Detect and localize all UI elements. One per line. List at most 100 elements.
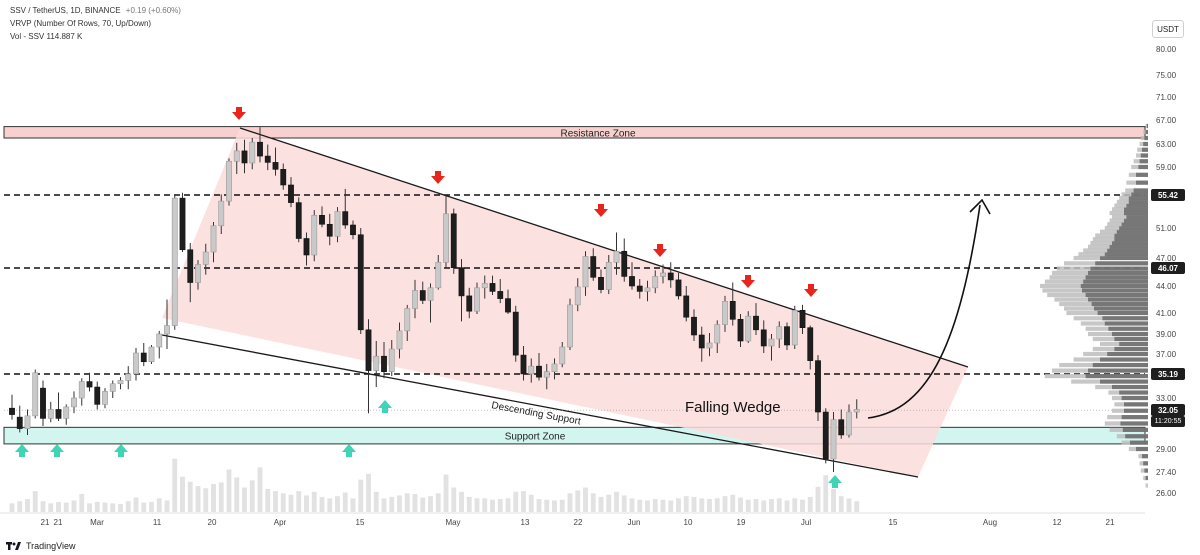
candle xyxy=(760,320,767,353)
volume-profile-row-up xyxy=(1142,454,1148,459)
price-tick-label: 71.00 xyxy=(1156,93,1177,102)
volume-bar xyxy=(25,499,30,512)
volume-profile-row-up xyxy=(1100,379,1148,384)
candle-body xyxy=(264,155,271,163)
volume-profile-row-up xyxy=(1107,248,1148,253)
candle-body xyxy=(636,285,643,292)
candle xyxy=(63,404,70,425)
resistance-touch-arrow-icon xyxy=(804,284,818,297)
volume-profile-row-up xyxy=(1094,306,1148,311)
volume-bar xyxy=(536,499,542,512)
volume-bar xyxy=(629,498,635,512)
volume-bar xyxy=(621,495,627,512)
candle-body xyxy=(71,397,77,408)
time-axis[interactable]: 21 21 Mar 11 20 Apr 15 May 13 22 Jun 10 19 Jul 15 Aug 12… xyxy=(41,518,1115,527)
volume-profile-row-up xyxy=(1097,310,1148,316)
support-touch-arrow-icon xyxy=(378,400,392,413)
currency-button[interactable]: USDT xyxy=(1152,20,1184,38)
candle xyxy=(768,334,775,361)
volume-profile-row-up xyxy=(1121,415,1148,420)
candle xyxy=(559,342,566,368)
volume-profile-row-up xyxy=(1144,468,1148,473)
candle-body xyxy=(288,184,294,203)
volume-bar xyxy=(528,494,534,512)
volume-bar xyxy=(559,499,565,512)
support-touch-arrow-icon xyxy=(342,444,356,457)
time-tick-label: 11 xyxy=(153,518,162,527)
price-axis[interactable]: 80.00 75.00 71.00 67.00 63.00 59.00 51.00 47.00… xyxy=(1156,45,1177,498)
volume-bar xyxy=(133,497,139,512)
volume-bar xyxy=(397,495,402,512)
volume-bar xyxy=(242,487,247,512)
volume-profile-row-up xyxy=(1121,395,1148,401)
candle xyxy=(660,264,666,284)
candle xyxy=(412,279,418,319)
candle xyxy=(280,163,287,190)
volume-bar xyxy=(358,479,364,512)
candle-body xyxy=(311,215,318,256)
candle xyxy=(753,303,759,335)
volume-profile-row-up xyxy=(1112,331,1148,337)
volume-profile-row-up xyxy=(1114,233,1148,238)
candle-body xyxy=(396,330,403,350)
volume-bar xyxy=(707,499,712,512)
volume-bar xyxy=(699,498,705,512)
candle-body xyxy=(652,276,659,289)
candle xyxy=(520,346,527,381)
price-tick-label: 63.00 xyxy=(1156,140,1177,149)
volume-bar xyxy=(575,490,581,512)
candle xyxy=(342,188,349,229)
candle xyxy=(450,208,457,274)
volume-bar xyxy=(459,491,464,512)
candle xyxy=(536,353,542,381)
volume-profile-row-up xyxy=(1116,229,1148,234)
tradingview-brand[interactable]: TradingView xyxy=(6,541,76,551)
time-tick-label: Apr xyxy=(274,518,287,527)
volume-bar xyxy=(722,496,728,512)
volume-bar xyxy=(614,491,619,512)
volume-bar xyxy=(567,493,573,512)
price-tick-label: 26.00 xyxy=(1156,489,1177,498)
volume-profile-row-up xyxy=(1143,461,1148,466)
volume-legend[interactable]: Vol - SSV 114.887 K xyxy=(10,32,83,41)
candle-body xyxy=(133,352,139,375)
time-tick-label: 20 xyxy=(208,518,217,527)
candle-body xyxy=(528,365,535,375)
symbol-legend[interactable]: SSV / TetherUS, 1D, BINANCE +0.19 (+0.60… xyxy=(10,6,181,15)
candle xyxy=(148,345,155,364)
volume-profile-row-up xyxy=(1142,147,1148,152)
candle xyxy=(784,322,790,350)
candle xyxy=(47,401,54,423)
candle-body xyxy=(272,162,279,170)
vrvp-legend[interactable]: VRVP (Number Of Rows, 70, Up/Down) xyxy=(10,19,152,28)
volume-bar xyxy=(102,502,108,512)
volume-bar xyxy=(831,488,836,512)
candle-body xyxy=(280,169,287,186)
candle xyxy=(264,144,271,171)
tradingview-label: TradingView xyxy=(26,541,76,551)
candle-body xyxy=(543,371,550,378)
candle xyxy=(799,304,806,334)
candle xyxy=(140,343,147,367)
time-tick-label: Jul xyxy=(801,518,811,527)
volume-bar xyxy=(257,467,263,512)
candle xyxy=(94,381,101,410)
candlesticks[interactable] xyxy=(9,127,860,472)
volume-bar xyxy=(350,498,356,512)
candle xyxy=(636,279,643,299)
candle-body xyxy=(443,213,449,263)
candle-body xyxy=(218,200,225,227)
volume-profile-row-up xyxy=(1102,316,1148,321)
candle-body xyxy=(94,386,101,405)
candle-body xyxy=(226,160,232,202)
candle xyxy=(512,305,519,362)
candle xyxy=(846,404,852,438)
volume-profile-row-up xyxy=(1145,129,1148,135)
volume-profile-row-up xyxy=(1107,351,1148,357)
candle-body xyxy=(233,150,240,162)
volume-bars xyxy=(9,458,860,512)
volume-bar xyxy=(660,499,666,512)
volume-profile xyxy=(1040,123,1148,488)
